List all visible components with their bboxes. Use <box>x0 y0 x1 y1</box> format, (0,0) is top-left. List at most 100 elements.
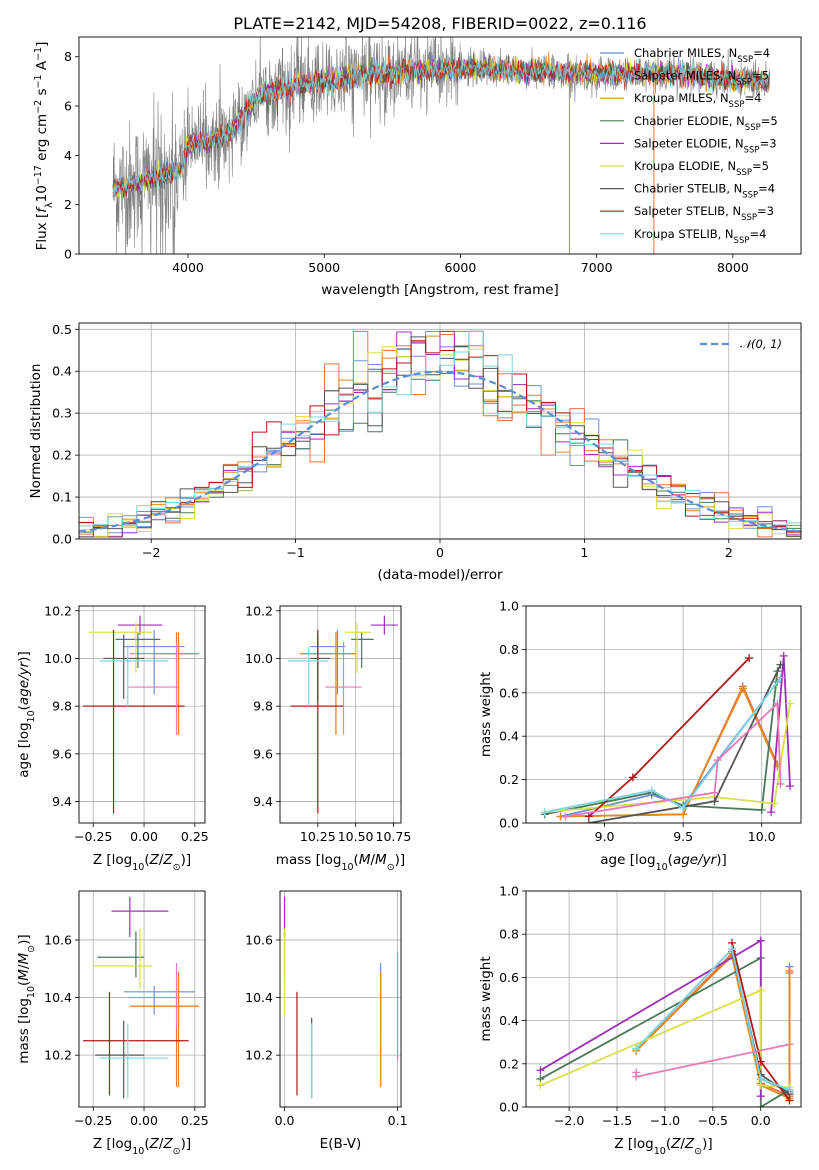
legend-label-suffix: =4 <box>753 46 770 60</box>
weights-vs-z-marker-9 <box>632 1072 641 1081</box>
weights-vs-age-marker-8 <box>647 786 656 795</box>
mass-vs-z-content <box>83 896 199 1099</box>
age-vs-z-ytick-label: 10.2 <box>44 603 72 618</box>
residuals-xlabel: (data-model)/error <box>377 567 503 583</box>
legend-label-7: Salpeter STELIB, NSSP=3 <box>634 204 774 223</box>
spectrum-model-6 <box>112 54 770 195</box>
weights-vs-z-xlabel-part: ( <box>666 1136 671 1152</box>
spectrum-ytick-label: 0 <box>64 247 72 262</box>
legend-label-suffix: =5 <box>752 159 769 173</box>
legend-label-sub: SSP <box>741 213 757 223</box>
legend-label-name: Kroupa MILES, N <box>634 91 729 105</box>
spectrum-ytick-label: 4 <box>64 148 72 163</box>
age-vs-z-ytick-label: 9.6 <box>52 746 72 761</box>
legend-label-4: Salpeter ELODIE, NSSP=3 <box>634 136 777 155</box>
spectrum-ylabel-part: f <box>34 206 50 213</box>
weights-vs-z-ytick-label: 0.6 <box>499 970 519 985</box>
mass-vs-ebv-xtick-label: 0.0 <box>275 1113 295 1128</box>
weights-vs-age-marker-9 <box>713 756 722 765</box>
legend-label-2: Kroupa MILES, NSSP=4 <box>634 91 761 110</box>
weights-vs-age-marker-5 <box>770 799 779 808</box>
mass-vs-ebv-spines <box>279 890 402 1108</box>
spectrum-legend: Chabrier MILES, NSSP=4 Salpeter MILES, NS… <box>600 46 778 246</box>
residuals-ylabel: Normed distribution <box>28 364 44 499</box>
weights-vs-z-series-5 <box>540 989 790 1089</box>
age-vs-mass-ytick-label: 10.0 <box>245 651 273 666</box>
weights-vs-z-xtick-label: −2.0 <box>554 1113 584 1128</box>
legend-label-1: Salpeter MILES, NSSP=5 <box>634 69 769 88</box>
gaussian-legend-label: 𝒩(0, 1) <box>740 337 782 351</box>
age-vs-mass-content <box>287 615 398 814</box>
age-vs-z-ylabel: age [log10(age/yr)] <box>16 651 37 777</box>
residuals-ytick-label: 0.1 <box>52 490 72 505</box>
spectrum-content <box>112 37 770 254</box>
weights-vs-age-marker-7 <box>745 654 754 663</box>
age-vs-mass-xlabel-part: )] <box>395 852 406 868</box>
legend-label-suffix: =3 <box>757 204 774 218</box>
spectrum-xtick-label: 4000 <box>172 260 204 275</box>
weights-vs-age-spines <box>525 605 802 824</box>
weights-vs-z-ytick-label: 0.4 <box>499 1013 519 1028</box>
weights-vs-age-marker-4 <box>786 782 794 791</box>
spectrum-xtick-label: 7000 <box>581 260 613 275</box>
residuals-axes: −2 −1 0 1 2 0.0 0.1 0.2 0.3 0.4 0.5 𝒩(0, 1) (data-mo… <box>28 322 802 583</box>
weights-vs-z-marker-8 <box>785 1085 794 1094</box>
weights-vs-z-marker-4 <box>756 936 765 945</box>
age-vs-z-ytick-label: 9.4 <box>52 794 72 809</box>
weights-vs-age-marker-6 <box>710 797 719 806</box>
weights-vs-age-marker-6 <box>776 660 785 669</box>
weights-vs-z-series-8 <box>635 947 790 1091</box>
residuals-content <box>79 330 801 539</box>
spectrum-ylabel-part: −17 <box>33 165 44 185</box>
age-vs-z-xlabel-part: Z <box>162 852 173 868</box>
legend-label-sub: SSP <box>729 100 745 110</box>
residuals-ytick-label: 0.0 <box>52 532 72 547</box>
weights-vs-age-marker-4 <box>767 808 776 817</box>
mass-vs-z-ylabel-part: M <box>16 969 32 981</box>
legend-label-sub: SSP <box>736 168 752 178</box>
spectrum-axes: 4000 5000 6000 7000 8000 0 2 4 6 8 wavelength [Ang… <box>33 36 802 298</box>
weights-vs-age-ytick-label: 0.2 <box>499 772 519 787</box>
spectrum-xtick-label: 5000 <box>308 260 340 275</box>
weights-vs-z-marker-3 <box>756 1103 765 1107</box>
weights-vs-z-xtick-label: −1.5 <box>602 1113 632 1128</box>
weights-vs-z-marker-8 <box>728 945 737 954</box>
weights-vs-age-ytick-label: 0.6 <box>499 685 519 700</box>
mass-vs-ebv-xlabel-part: E(B-V) <box>320 1136 362 1152</box>
legend-label-name: Kroupa STELIB, N <box>634 227 734 241</box>
legend-label-0: Chabrier MILES, NSSP=4 <box>634 46 770 65</box>
age-vs-mass-xtick-label: 10.75 <box>376 829 412 844</box>
legend-label-name: Chabrier STELIB, N <box>634 182 742 196</box>
weights-vs-z-marker-7 <box>756 1057 765 1066</box>
weights-vs-age-marker-2 <box>738 684 747 693</box>
age-vs-z-xlabel: Z [log10(Z/Z⊙)] <box>93 852 191 873</box>
weights-vs-age-ytick-label: 0.4 <box>499 729 519 744</box>
age-vs-z-xtick-label: 0.25 <box>181 829 209 844</box>
age-vs-z-xlabel-part: Z <box>149 852 160 868</box>
age-vs-mass-xlabel-part: ⊙ <box>387 862 395 873</box>
mass-vs-z-xlabel: Z [log10(Z/Z⊙)] <box>93 1136 191 1157</box>
age-vs-z-xlabel-part: 10 <box>132 862 144 873</box>
age-vs-mass-xtick-label: 10.50 <box>338 829 374 844</box>
age-vs-z-axes: −0.25 0.00 0.259.49.69.810.010.2Z [log10(Z… <box>16 603 209 872</box>
spectrum-ylabel-part: ] <box>34 42 50 47</box>
spectrum-ylabel-part: A <box>34 60 50 74</box>
weights-vs-z-ylabel: mass weight <box>478 956 494 1041</box>
residuals-xtick-label: 0 <box>436 545 444 560</box>
spectrum-ylabel-part: −1 <box>33 74 44 88</box>
mass-vs-z-xtick-label: −0.25 <box>74 1113 112 1128</box>
mass-vs-z-xlabel-part: Z <box>149 1136 160 1152</box>
weights-vs-z-marker-2 <box>785 969 794 978</box>
legend-label-sub: SSP <box>745 123 761 133</box>
spectrum-ylabel-part: λ <box>44 202 55 208</box>
residuals-xtick-label: −2 <box>142 545 160 560</box>
residuals-ytick-label: 0.4 <box>52 364 72 379</box>
spectrum-ylabel-part: Flux [ <box>34 213 50 251</box>
legend-label-name: Kroupa ELODIE, N <box>634 159 736 173</box>
weights-vs-age-xlabel-part: age [log <box>600 852 655 868</box>
weights-vs-age-xlabel-part: ( <box>668 852 673 868</box>
weights-vs-z-xlabel-part: 10 <box>654 1146 666 1157</box>
age-vs-z-xlabel-part: Z [log <box>93 852 132 868</box>
